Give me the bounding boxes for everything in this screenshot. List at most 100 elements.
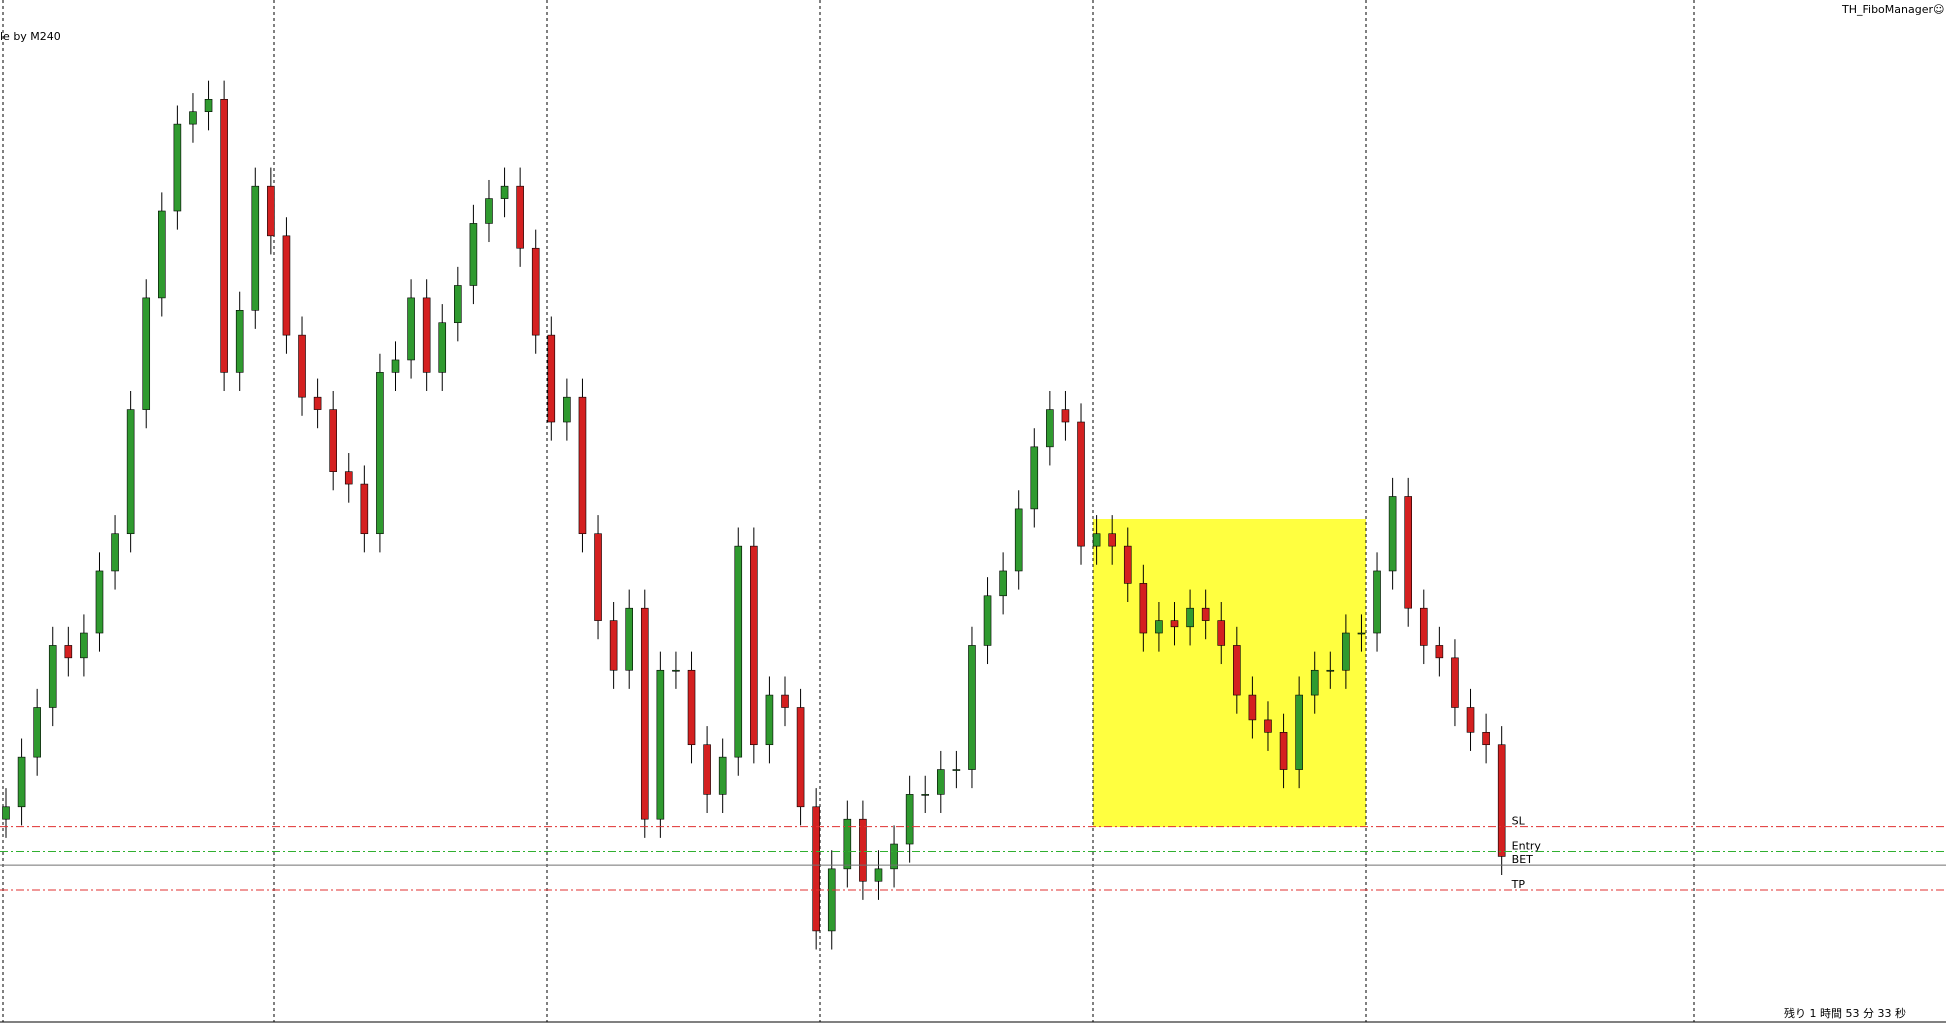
candle-body xyxy=(936,769,945,795)
candle-body xyxy=(17,756,26,808)
candle-body xyxy=(1233,645,1241,696)
candle-body xyxy=(1419,607,1428,646)
candle-body xyxy=(1248,694,1257,721)
candle-body xyxy=(843,818,852,870)
candle-body xyxy=(594,533,602,621)
candle-body xyxy=(827,868,836,932)
level-label: SL xyxy=(1512,815,1526,828)
candle-body xyxy=(999,570,1007,597)
candle-body xyxy=(734,545,743,758)
candle-body xyxy=(640,607,649,820)
candle-body xyxy=(1061,409,1070,423)
candle-body xyxy=(1046,409,1054,448)
candle-body xyxy=(1279,732,1288,770)
candle-body xyxy=(33,707,41,758)
candle-body xyxy=(1170,620,1179,628)
candle-body xyxy=(718,756,727,795)
indicator-label: le by M240 xyxy=(0,30,61,43)
candle-body xyxy=(173,123,182,212)
candle-body xyxy=(2,806,10,820)
candle-body xyxy=(391,359,400,373)
countdown: 残り 1 時間 53 分 33 秒 xyxy=(1784,1006,1906,1020)
candle-body xyxy=(516,185,524,249)
candle-body xyxy=(1217,620,1226,646)
candle-body xyxy=(672,669,680,672)
candle-body xyxy=(547,334,556,423)
candle-body xyxy=(531,247,540,336)
candle-body xyxy=(80,632,88,659)
candle-body xyxy=(95,570,104,634)
candle-body xyxy=(1466,707,1475,733)
candle-body xyxy=(1357,632,1366,635)
candle-body xyxy=(1342,632,1350,671)
candle-body xyxy=(48,645,57,708)
candle-body xyxy=(344,471,353,485)
level-label: BET xyxy=(1512,853,1533,866)
candle-body xyxy=(235,310,244,373)
candle-body xyxy=(921,794,930,796)
level-label: Entry xyxy=(1512,839,1542,852)
candle-body xyxy=(781,694,789,708)
candle-body xyxy=(687,669,696,746)
candle-body xyxy=(158,210,166,299)
candle-body xyxy=(1497,744,1506,857)
candle-body xyxy=(298,334,306,398)
candle-body xyxy=(1030,446,1039,510)
candle-body xyxy=(1186,607,1194,628)
candle-body xyxy=(656,669,665,820)
candle-body xyxy=(1139,583,1148,634)
candle-body xyxy=(952,769,961,771)
candle-body xyxy=(765,694,774,746)
candle-body xyxy=(329,409,337,472)
candle-body xyxy=(251,185,260,311)
candle-body xyxy=(1451,657,1459,708)
candle-body xyxy=(968,645,976,770)
candle-body xyxy=(438,322,447,373)
candle-body xyxy=(64,645,73,659)
candle-body xyxy=(1482,732,1490,746)
candle-body xyxy=(1404,496,1412,609)
candle-body xyxy=(609,620,618,671)
candle-body xyxy=(1108,533,1116,547)
candle-body xyxy=(1155,620,1163,634)
candle-body xyxy=(204,98,213,113)
candle-body xyxy=(859,818,867,882)
candle-body xyxy=(313,396,322,410)
candle-body xyxy=(703,744,711,795)
candle-body xyxy=(360,483,369,535)
candle-body xyxy=(812,806,820,932)
candle-body xyxy=(1435,645,1444,659)
candle-body xyxy=(1092,533,1101,547)
candle-body xyxy=(111,533,119,572)
highlight-box xyxy=(1093,519,1366,827)
candle-body xyxy=(1123,545,1132,584)
candle-body xyxy=(220,98,228,373)
candle-body xyxy=(267,185,275,237)
candle-body xyxy=(1310,669,1319,696)
candle-body xyxy=(874,868,883,882)
candle-body xyxy=(1201,607,1210,621)
candle-body xyxy=(469,223,478,286)
candle-body xyxy=(750,545,758,746)
candle-body xyxy=(1373,570,1381,634)
candle-body xyxy=(485,198,493,224)
candle-body xyxy=(983,595,992,646)
candle-body xyxy=(189,111,197,125)
candle-body xyxy=(282,235,291,336)
level-label: TP xyxy=(1511,878,1526,891)
period-separators xyxy=(2,0,1695,1022)
candle-body xyxy=(376,372,384,535)
candle-body xyxy=(500,185,509,199)
candle-body xyxy=(422,297,431,373)
candle-body xyxy=(796,707,805,808)
candle-body xyxy=(1388,496,1397,572)
candle-body xyxy=(578,396,587,535)
candle-body xyxy=(1295,694,1303,770)
candle-body xyxy=(407,297,415,361)
panel-label: TH_FiboManager☺ xyxy=(1841,3,1944,16)
candle-body xyxy=(454,285,462,324)
candle-body xyxy=(1326,669,1335,672)
candle-body xyxy=(905,794,914,845)
candle-body xyxy=(1014,508,1023,572)
